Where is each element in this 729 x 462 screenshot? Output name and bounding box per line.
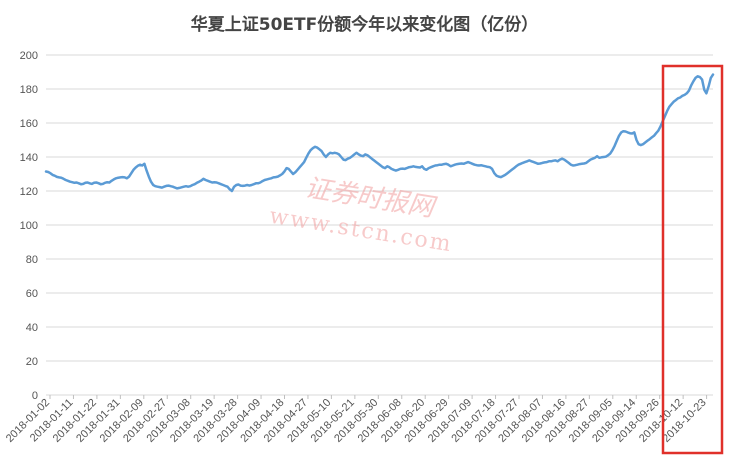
series-group <box>44 73 715 193</box>
x-axis: 2018-01-022018-01-112018-01-222018-01-31… <box>4 395 709 445</box>
y-tick-label-6: 120 <box>20 186 38 198</box>
highlight-box <box>661 64 724 455</box>
y-tick-label-2: 40 <box>26 322 38 334</box>
y-tick-label-7: 140 <box>20 152 38 164</box>
y-tick-label-0: 0 <box>32 390 38 402</box>
y-tick-label-10: 200 <box>20 50 38 62</box>
series-line <box>44 73 715 193</box>
y-tick-label-3: 60 <box>26 288 38 300</box>
y-tick-label-8: 160 <box>20 118 38 130</box>
y-tick-label-9: 180 <box>20 84 38 96</box>
y-tick-label-1: 20 <box>26 356 38 368</box>
y-tick-label-4: 80 <box>26 254 38 266</box>
grid-lines <box>46 54 713 396</box>
y-tick-label-5: 100 <box>20 220 38 232</box>
highlight-overlay <box>661 64 724 455</box>
y-axis: 0 20 40 60 80 100 120 140 160 180 200 <box>20 50 38 402</box>
chart-title: 华夏上证50ETF份额今年以来变化图（亿份） <box>190 15 539 35</box>
watermark: 证券时报网 www.stcn.com <box>268 173 455 257</box>
